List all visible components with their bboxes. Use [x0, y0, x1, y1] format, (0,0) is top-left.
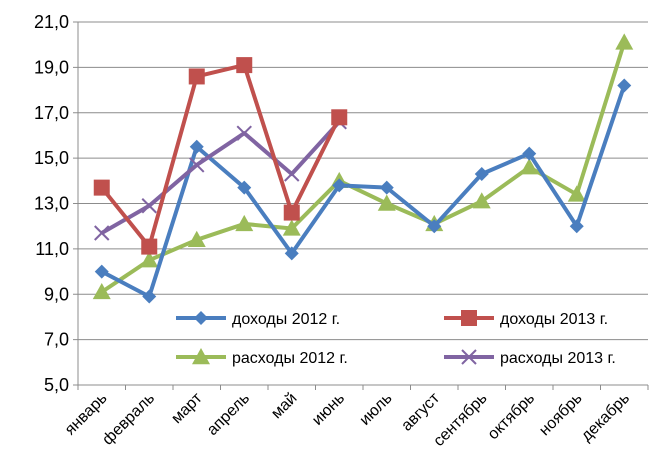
y-tick-label: 19,0 [34, 57, 69, 77]
legend-item-3: расходы 2012 г. [176, 348, 348, 367]
legend-marker [461, 349, 477, 365]
x-tick-label: август [398, 389, 443, 434]
legend: доходы 2012 г. доходы 2013 г. расходы 2012… [176, 310, 616, 367]
y-tick-label: 15,0 [34, 148, 69, 168]
data-point [188, 68, 205, 85]
data-point [141, 238, 158, 255]
series-line [100, 63, 342, 249]
legend-label: доходы 2012 г. [232, 311, 340, 328]
legend-label: расходы 2012 г. [232, 350, 348, 367]
data-point [92, 282, 111, 300]
x-tick-label: февраль [99, 390, 158, 449]
data-point [141, 198, 157, 214]
series-line [100, 120, 341, 235]
data-point [520, 158, 539, 175]
x-tick-label: март [168, 389, 206, 427]
data-point [617, 78, 632, 93]
x-tick-label: октябрь [485, 390, 538, 443]
series-group [92, 33, 634, 304]
data-point [331, 109, 348, 126]
legend-item-2: доходы 2013 г. [444, 310, 608, 328]
data-point [94, 264, 109, 279]
legend-item-4: расходы 2013 г. [444, 349, 616, 367]
x-tick-label: июнь [309, 390, 348, 429]
data-point [283, 204, 300, 221]
data-point [472, 192, 491, 209]
legend-marker [192, 348, 210, 365]
legend-item-1: доходы 2012 г. [176, 311, 340, 328]
y-tick-label: 5,0 [44, 375, 69, 395]
legend-label: доходы 2013 г. [500, 311, 608, 328]
data-point [142, 289, 157, 304]
data-point [236, 57, 253, 74]
x-tick-label: декабрь [578, 390, 633, 445]
y-tick-label: 21,0 [34, 12, 69, 32]
y-tick-label: 17,0 [34, 103, 69, 123]
grid-lines [78, 21, 648, 341]
legend-marker [461, 310, 477, 326]
data-point [569, 219, 584, 234]
data-point [332, 178, 347, 193]
data-point [140, 251, 159, 268]
data-point [94, 225, 110, 241]
data-point [187, 230, 206, 247]
y-tick-label: 9,0 [44, 284, 69, 304]
y-tick-label: 11,0 [35, 239, 69, 259]
data-point [189, 157, 205, 173]
series-line [100, 41, 627, 294]
data-point [189, 139, 204, 154]
series-3 [92, 33, 634, 300]
data-point [377, 194, 396, 211]
legend-marker [194, 311, 208, 325]
data-point [284, 246, 299, 261]
legend-label: расходы 2013 г. [500, 350, 616, 367]
data-point [474, 167, 489, 182]
data-point [236, 125, 252, 141]
data-point [615, 33, 634, 50]
x-tick-label: май [268, 390, 300, 422]
data-point [379, 180, 394, 195]
series-2 [93, 57, 348, 255]
data-point [235, 214, 254, 232]
y-tick-label: 7,0 [44, 330, 69, 350]
y-tick-label: 13,0 [34, 194, 69, 214]
data-point [282, 219, 301, 236]
data-point [284, 166, 300, 182]
data-point [522, 146, 537, 161]
x-tick-label: июль [356, 390, 395, 429]
data-point [237, 180, 252, 195]
data-point [427, 219, 442, 234]
x-tick-label: апрель [204, 390, 253, 439]
y-axis-ticks: 5,0 7,0 9,0 11,0 13,0 15,0 17,0 19,0 21,0 [34, 12, 78, 395]
data-point [567, 185, 586, 202]
data-point [93, 179, 110, 196]
